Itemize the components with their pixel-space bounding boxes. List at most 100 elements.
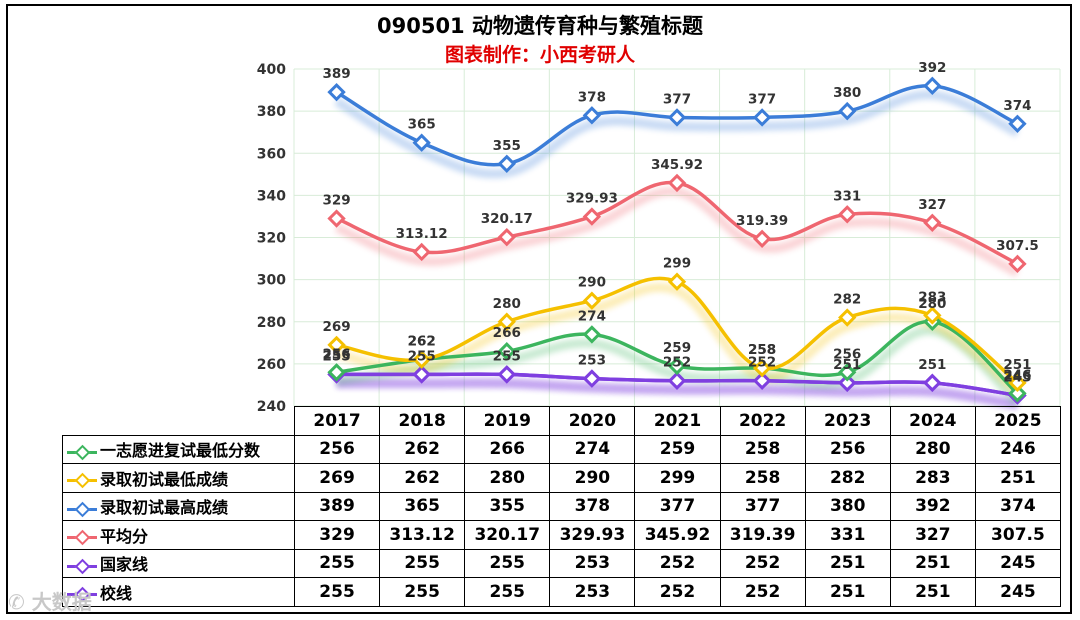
table-cell: 255 — [464, 577, 551, 607]
point-marker-s6 — [923, 373, 942, 393]
data-label-s3: 389 — [322, 66, 350, 82]
series-name: 一志愿进复试最低分数 — [100, 441, 261, 461]
point-marker-s4 — [923, 213, 942, 232]
table-cell: 256 — [293, 434, 381, 464]
table-cell: 283 — [889, 463, 976, 493]
chart-title: 090501 动物遗传育种与繁殖标题 — [377, 14, 703, 38]
table-cell: 313.12 — [379, 520, 466, 550]
table-cell: 252 — [634, 577, 721, 607]
table-cell: 378 — [549, 491, 636, 521]
table-cell: 255 — [293, 548, 381, 578]
table-cell: 252 — [719, 548, 806, 578]
point-marker-s3 — [327, 82, 346, 102]
data-label-s1: 246 — [1003, 367, 1031, 383]
legend-key-icon — [67, 444, 97, 461]
table-header-cell: 2019 — [464, 406, 551, 436]
data-label-s2: 283 — [918, 289, 946, 305]
table-cell: 355 — [464, 491, 551, 521]
data-label-s5: 252 — [748, 355, 776, 371]
table-cell: 245 — [974, 548, 1061, 578]
table-row: 平均分 329 313.12 320.17 329.93 345.92 319.39 331 3… — [62, 520, 1061, 550]
table-cell: 345.92 — [634, 520, 721, 550]
watermark: ✆ 大数据 — [8, 590, 92, 614]
table-cell: 256 — [804, 434, 891, 464]
data-label-s4: 319.39 — [736, 213, 788, 229]
data-label-s1: 258 — [748, 342, 776, 358]
point-marker-s4 — [667, 173, 687, 193]
table-row: 国家线 255 255 255 253 252 252 251 251 245 — [62, 548, 1061, 578]
point-marker-s2 — [923, 306, 942, 325]
table-cell: 380 — [804, 491, 891, 521]
point-marker-s4 — [497, 227, 516, 247]
y-tick-label: 400 — [257, 62, 286, 78]
data-label-s2: 282 — [833, 292, 861, 308]
table-cell: 251 — [804, 577, 891, 607]
chart-frame — [6, 4, 1072, 614]
point-marker-s3 — [752, 108, 772, 127]
data-label-s5: 255 — [493, 348, 521, 364]
table-cell: 258 — [719, 434, 806, 464]
data-label-s1: 262 — [408, 334, 436, 350]
data-label-s4: 329.93 — [566, 191, 618, 207]
table-cell: 255 — [293, 577, 381, 607]
data-label-s5: 252 — [663, 355, 691, 371]
data-label-s1: 280 — [918, 296, 946, 312]
point-marker-s3 — [582, 106, 602, 125]
table-cell: 290 — [549, 463, 636, 493]
data-label-s2: 280 — [493, 296, 521, 312]
table-cell: 253 — [549, 548, 636, 578]
table-cell: 266 — [464, 434, 551, 464]
table-cell: 299 — [634, 463, 721, 493]
point-marker-s4 — [838, 205, 857, 224]
data-label-s1: 256 — [322, 346, 350, 362]
table-cell: 262 — [379, 434, 466, 464]
point-marker-s4 — [752, 229, 772, 248]
table-header-cell: 2025 — [974, 406, 1061, 436]
point-marker-s1 — [582, 325, 602, 344]
y-axis: 240 260 280 300 320 340 360 380 400 — [257, 62, 286, 415]
y-tick-label: 360 — [257, 146, 286, 162]
data-label-s4: 307.5 — [996, 238, 1039, 254]
series-name-cell: 校线 — [62, 577, 295, 607]
data-label-s5: 251 — [833, 357, 861, 373]
table-cell: 252 — [634, 548, 721, 578]
data-label-s4: 327 — [918, 197, 946, 213]
data-label-s2: 251 — [1003, 357, 1031, 373]
point-marker-s2 — [327, 335, 346, 355]
data-label-s2: 258 — [748, 342, 776, 358]
series-name-cell: 国家线 — [62, 548, 295, 578]
y-tick-label: 260 — [257, 357, 286, 373]
data-label-s2: 262 — [408, 334, 436, 350]
series-markers — [327, 76, 1027, 405]
data-label-s3: 355 — [493, 138, 521, 154]
point-marker-s6 — [582, 369, 602, 388]
data-label-s4: 329 — [322, 193, 350, 209]
table-row: 录取初试最低成绩 269 262 280 290 299 258 282 283 251 — [62, 463, 1061, 493]
table-cell: 365 — [379, 491, 466, 521]
legend-key-icon — [67, 586, 97, 603]
y-tick-label: 340 — [257, 188, 286, 204]
point-marker-s6 — [497, 365, 516, 384]
series-name: 校线 — [100, 583, 133, 603]
data-label-s1: 256 — [833, 346, 861, 362]
legend-key-icon — [67, 472, 97, 489]
table-row: 一志愿进复试最低分数 256 262 266 274 259 258 256 280 246 — [62, 434, 1061, 464]
y-tick-label: 300 — [257, 273, 286, 289]
chart-subtitle: 图表制作：小西考研人 — [444, 44, 635, 66]
data-table: 2017 2018 2019 2020 2021 2022 2023 2024 2025 一志愿进… — [62, 406, 1061, 607]
data-label-s1: 266 — [493, 325, 521, 341]
table-cell: 252 — [719, 577, 806, 607]
point-marker-s3 — [412, 133, 431, 152]
table-cell: 259 — [634, 434, 721, 464]
data-label-s2: 299 — [663, 256, 691, 272]
point-marker-s1 — [667, 356, 687, 376]
point-marker-s3 — [838, 101, 857, 121]
y-tick-label: 320 — [257, 231, 286, 247]
point-marker-s4 — [412, 242, 431, 262]
series-name-cell: 一志愿进复试最低分数 — [62, 434, 295, 464]
point-marker-s3 — [1008, 114, 1027, 133]
data-label-s5: 253 — [578, 353, 606, 369]
data-label-s4: 345.92 — [651, 157, 703, 173]
table-cell: 255 — [379, 577, 466, 607]
table-cell: 327 — [889, 520, 976, 550]
